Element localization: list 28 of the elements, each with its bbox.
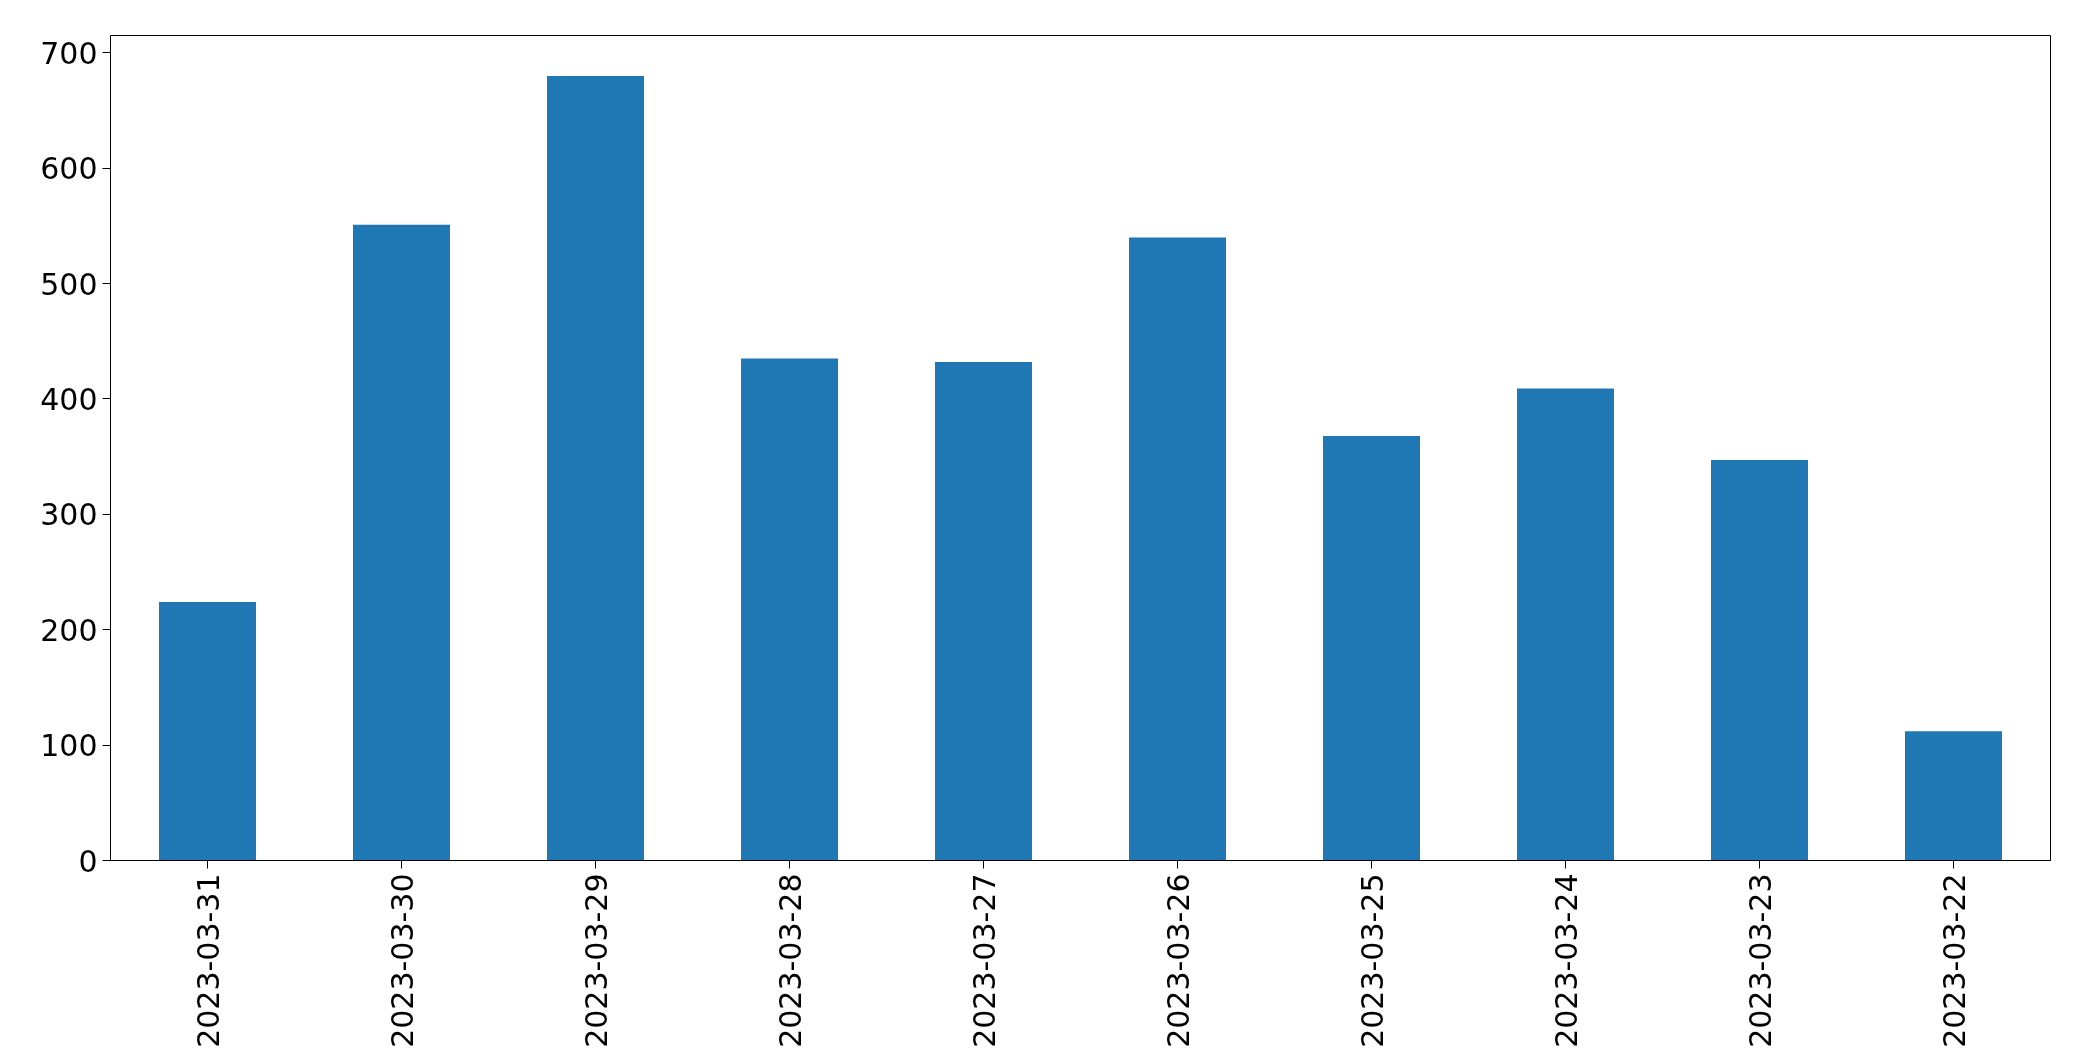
x-tick-label: 2023-03-26 [1160,873,1196,1048]
x-tick-label: 2023-03-31 [190,873,226,1048]
x-tick-label: 2023-03-22 [1936,873,1972,1048]
x-tick-label: 2023-03-29 [578,873,614,1048]
y-tick-label: 0 [78,843,98,879]
bar [1323,435,1420,861]
y-tick-label: 700 [40,35,98,71]
y-tick-label: 300 [40,497,98,533]
y-tick-label: 500 [40,266,98,302]
y-tick-label: 400 [40,381,98,417]
x-tick-label: 2023-03-30 [384,873,420,1048]
bar [1129,237,1226,861]
y-tick-label: 200 [40,612,98,648]
x-tick-label: 2023-03-28 [772,873,808,1048]
bar [935,362,1032,861]
y-tick-label: 100 [40,728,98,764]
bar [741,358,838,861]
bar [547,75,644,861]
y-tick-label: 600 [40,151,98,187]
x-tick-label: 2023-03-23 [1742,873,1778,1048]
x-tick-label: 2023-03-27 [966,873,1002,1048]
x-tick-label: 2023-03-24 [1548,873,1584,1048]
bar [353,224,450,861]
bar [159,602,256,861]
bar [1905,731,2002,861]
bar [1517,388,1614,861]
x-tick-label: 2023-03-25 [1354,873,1390,1048]
bar [1711,460,1808,861]
